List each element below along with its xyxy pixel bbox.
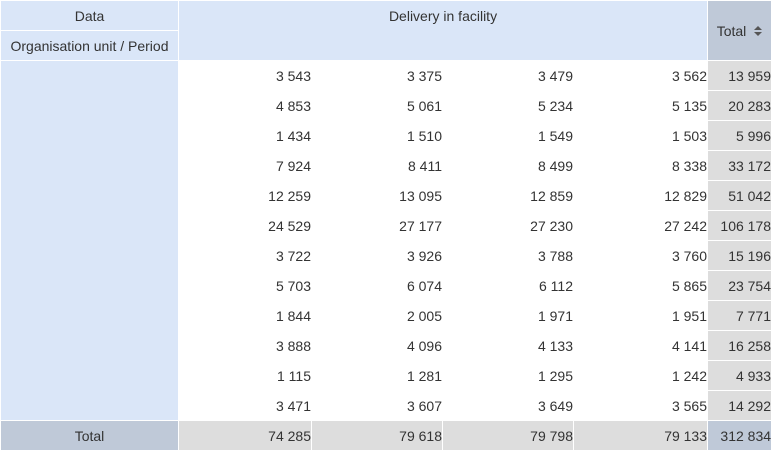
total-column-label: Total: [716, 22, 747, 39]
value-cell: 3 562: [572, 60, 709, 91]
table-row: 7 924 8 411 8 499 8 338 33 172: [1, 150, 773, 181]
table-row: 12 259 13 095 12 859 12 829 51 042: [1, 180, 773, 211]
value-cell: 5 061: [311, 90, 443, 121]
value-cell: 1 549: [442, 120, 574, 151]
value-cell: 3 375: [311, 60, 443, 91]
value-cell: 4 853: [178, 90, 312, 121]
value-cell: 3 788: [442, 240, 574, 271]
row-total-cell: 106 178: [707, 210, 773, 241]
value-cell: 27 242: [572, 210, 709, 241]
total-row: Total 74 285 79 618 79 798 79 133 312 83…: [0, 420, 773, 451]
value-cell: 1 951: [572, 300, 709, 331]
value-cell: 4 096: [311, 330, 443, 361]
value-cell: 3 565: [572, 390, 709, 421]
table-row: 4 853 5 061 5 234 5 135 20 283: [1, 90, 773, 121]
value-cell: 1 295: [442, 360, 574, 391]
value-cell: 12 259: [178, 180, 312, 211]
value-cell: 1 115: [178, 360, 312, 391]
value-cell: 4 133: [442, 330, 574, 361]
value-cell: 6 112: [442, 270, 574, 301]
value-cell: 1 844: [178, 300, 312, 331]
data-dimension-header: Data: [0, 0, 179, 31]
value-cell: 5 703: [178, 270, 312, 301]
measure-header: Delivery in facility: [177, 0, 709, 61]
value-cell: 1 434: [178, 120, 312, 151]
grand-total-cell: 312 834: [707, 420, 773, 451]
value-cell: 2 005: [311, 300, 443, 331]
value-cell: 6 074: [311, 270, 443, 301]
value-cell: 3 607: [311, 390, 443, 421]
row-total-cell: 5 996: [707, 120, 773, 151]
value-cell: 1 510: [311, 120, 443, 151]
row-label-area: [0, 60, 179, 421]
value-cell: 3 543: [178, 60, 312, 91]
table-row: 1 434 1 510 1 549 1 503 5 996: [1, 120, 773, 151]
row-total-cell: 33 172: [707, 150, 773, 181]
value-cell: 12 859: [442, 180, 574, 211]
value-cell: 27 230: [442, 210, 574, 241]
total-column-header[interactable]: Total: [707, 0, 773, 61]
value-cell: 3 471: [178, 390, 312, 421]
row-total-cell: 23 754: [707, 270, 773, 301]
total-row-label: Total: [0, 420, 179, 451]
org-unit-period-label: Organisation unit / Period: [10, 37, 169, 54]
table-row: 1 844 2 005 1 971 1 951 7 771: [1, 300, 773, 331]
value-cell: 3 888: [178, 330, 312, 361]
value-cell: 1 281: [311, 360, 443, 391]
value-cell: 27 177: [311, 210, 443, 241]
measure-label: Delivery in facility: [388, 8, 498, 24]
row-total-cell: 14 292: [707, 390, 773, 421]
sort-icon[interactable]: [754, 25, 763, 36]
pivot-body: 3 543 3 375 3 479 3 562 13 959 4 853 5 0…: [0, 60, 773, 421]
value-cell: 3 926: [311, 240, 443, 271]
value-cell: 1 242: [572, 360, 709, 391]
table-row: 24 529 27 177 27 230 27 242 106 178: [1, 210, 773, 241]
row-total-cell: 51 042: [707, 180, 773, 211]
table-row: 3 722 3 926 3 788 3 760 15 196: [1, 240, 773, 271]
column-total-cell: 79 798: [442, 420, 574, 451]
value-cell: 3 479: [442, 60, 574, 91]
row-total-cell: 7 771: [707, 300, 773, 331]
value-cell: 8 411: [311, 150, 443, 181]
value-cell: 5 234: [442, 90, 574, 121]
value-cell: 5 135: [572, 90, 709, 121]
column-total-cell: 79 133: [572, 420, 709, 451]
table-row: 5 703 6 074 6 112 5 865 23 754: [1, 270, 773, 301]
row-total-cell: 4 933: [707, 360, 773, 391]
value-cell: 7 924: [178, 150, 312, 181]
value-cell: 24 529: [178, 210, 312, 241]
org-unit-period-header: Organisation unit / Period: [0, 30, 179, 61]
data-dimension-label: Data: [74, 7, 105, 24]
value-cell: 4 141: [572, 330, 709, 361]
row-total-cell: 13 959: [707, 60, 773, 91]
value-cell: 13 095: [311, 180, 443, 211]
row-total-cell: 16 258: [707, 330, 773, 361]
value-cell: 8 499: [442, 150, 574, 181]
table-row: 3 471 3 607 3 649 3 565 14 292: [1, 390, 773, 421]
row-total-cell: 15 196: [707, 240, 773, 271]
value-cell: 12 829: [572, 180, 709, 211]
value-cell: 1 971: [442, 300, 574, 331]
value-cell: 3 760: [572, 240, 709, 271]
value-cell: 5 865: [572, 270, 709, 301]
column-total-cell: 79 618: [311, 420, 443, 451]
value-cell: 3 722: [178, 240, 312, 271]
column-total-cell: 74 285: [178, 420, 312, 451]
table-row: 3 543 3 375 3 479 3 562 13 959: [0, 60, 773, 421]
value-cell: 1 503: [572, 120, 709, 151]
table-row: 1 115 1 281 1 295 1 242 4 933: [1, 360, 773, 391]
value-cell: 3 649: [442, 390, 574, 421]
row-total-cell: 20 283: [707, 90, 773, 121]
value-cell: 8 338: [572, 150, 709, 181]
